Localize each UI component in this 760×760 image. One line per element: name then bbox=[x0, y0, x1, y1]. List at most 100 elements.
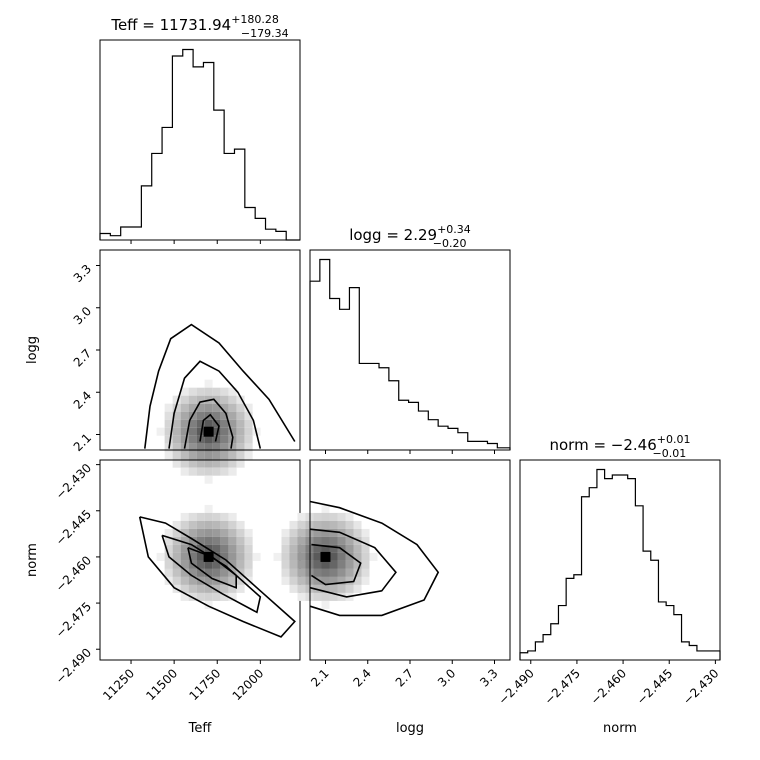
density-cell bbox=[289, 528, 298, 537]
histogram-bin bbox=[428, 420, 438, 450]
density-cell bbox=[313, 576, 322, 585]
density-cell bbox=[212, 552, 221, 561]
density-cell bbox=[204, 475, 213, 484]
histogram-bin bbox=[597, 470, 605, 660]
density-cell bbox=[172, 568, 181, 577]
histogram-bin bbox=[487, 444, 497, 450]
density-cell bbox=[188, 451, 197, 460]
histogram-bin bbox=[359, 363, 369, 450]
density-cell bbox=[164, 403, 173, 412]
histogram-bin bbox=[682, 642, 690, 660]
density-cell bbox=[236, 560, 245, 569]
density-cell bbox=[164, 419, 173, 428]
y-tick-label: 3.0 bbox=[71, 304, 94, 327]
histogram-bin bbox=[620, 475, 628, 660]
density-cell bbox=[212, 427, 221, 436]
density-cell bbox=[164, 536, 173, 545]
density-cell bbox=[236, 403, 245, 412]
density-cell bbox=[220, 552, 229, 561]
density-cell bbox=[321, 528, 330, 537]
histogram-bin bbox=[224, 153, 234, 240]
histogram-bin bbox=[635, 506, 643, 660]
histogram-bin bbox=[438, 426, 448, 450]
density-cell bbox=[297, 536, 306, 545]
density-cell bbox=[313, 512, 322, 521]
density-cell bbox=[361, 560, 370, 569]
histogram-bin bbox=[418, 411, 428, 450]
density-cell bbox=[164, 528, 173, 537]
histogram-bin bbox=[172, 56, 182, 240]
density-cell bbox=[164, 560, 173, 569]
density-cell bbox=[273, 552, 282, 561]
x-axis-label: logg bbox=[396, 721, 424, 736]
density-cell bbox=[236, 459, 245, 468]
density-cell bbox=[305, 552, 314, 561]
density-cell bbox=[228, 512, 237, 521]
density-cell bbox=[305, 568, 314, 577]
histogram-bin bbox=[214, 110, 224, 240]
histogram-bin bbox=[330, 298, 340, 450]
density-cell bbox=[345, 568, 354, 577]
density-cell bbox=[204, 443, 213, 452]
density-cell bbox=[236, 576, 245, 585]
density-cell bbox=[196, 403, 205, 412]
density-cell bbox=[156, 552, 165, 561]
density-cell bbox=[297, 528, 306, 537]
density-cell bbox=[345, 536, 354, 545]
density-cell bbox=[196, 395, 205, 404]
density-cell bbox=[204, 467, 213, 476]
density-cell bbox=[220, 419, 229, 428]
density-cell bbox=[204, 451, 213, 460]
y-tick-label: 2.7 bbox=[71, 346, 94, 369]
density-cell bbox=[196, 443, 205, 452]
density-cell bbox=[180, 592, 189, 601]
density-cell bbox=[329, 584, 338, 593]
density-cell bbox=[228, 411, 237, 420]
histogram-bin bbox=[448, 428, 458, 450]
histogram-bin bbox=[574, 575, 582, 660]
density-cell bbox=[244, 419, 253, 428]
density-cell bbox=[172, 459, 181, 468]
density-cell bbox=[204, 528, 213, 537]
histogram-bin bbox=[193, 67, 203, 240]
density-cell bbox=[180, 435, 189, 444]
density-cell bbox=[244, 427, 253, 436]
histogram-bin bbox=[612, 475, 620, 660]
density-cell bbox=[220, 435, 229, 444]
density-cell bbox=[289, 568, 298, 577]
x-axis-label: Teff bbox=[188, 721, 213, 736]
density-cell bbox=[212, 512, 221, 521]
density-cell bbox=[228, 520, 237, 529]
density-contour bbox=[144, 323, 296, 449]
density-cell bbox=[297, 584, 306, 593]
histogram-bin bbox=[705, 651, 720, 660]
density-cell bbox=[204, 387, 213, 396]
panel-frame bbox=[99, 39, 301, 241]
density-cell bbox=[337, 536, 346, 545]
density-cell bbox=[228, 419, 237, 428]
x-tick-label: 3.3 bbox=[477, 666, 500, 689]
density-cell bbox=[220, 592, 229, 601]
density-contour bbox=[138, 516, 296, 638]
density-cell bbox=[236, 435, 245, 444]
density-cell bbox=[220, 467, 229, 476]
density-cell bbox=[337, 576, 346, 585]
x-tick-label: −2.430 bbox=[680, 666, 721, 707]
x-tick-label: 12000 bbox=[230, 666, 267, 703]
density-cell bbox=[172, 443, 181, 452]
density-cell bbox=[204, 568, 213, 577]
density-cell bbox=[180, 528, 189, 537]
density-cell bbox=[236, 552, 245, 561]
density-cell bbox=[188, 403, 197, 412]
density-cell bbox=[236, 584, 245, 593]
density-cell bbox=[321, 600, 330, 609]
histogram-bin bbox=[643, 551, 651, 660]
density-cell bbox=[228, 387, 237, 396]
density-cell bbox=[313, 568, 322, 577]
density-cell bbox=[196, 427, 205, 436]
density-contour bbox=[183, 398, 234, 449]
x-tick-label: 11500 bbox=[143, 666, 180, 703]
density-cell bbox=[220, 576, 229, 585]
histogram-bin bbox=[582, 497, 590, 660]
histogram-bin bbox=[558, 606, 566, 660]
